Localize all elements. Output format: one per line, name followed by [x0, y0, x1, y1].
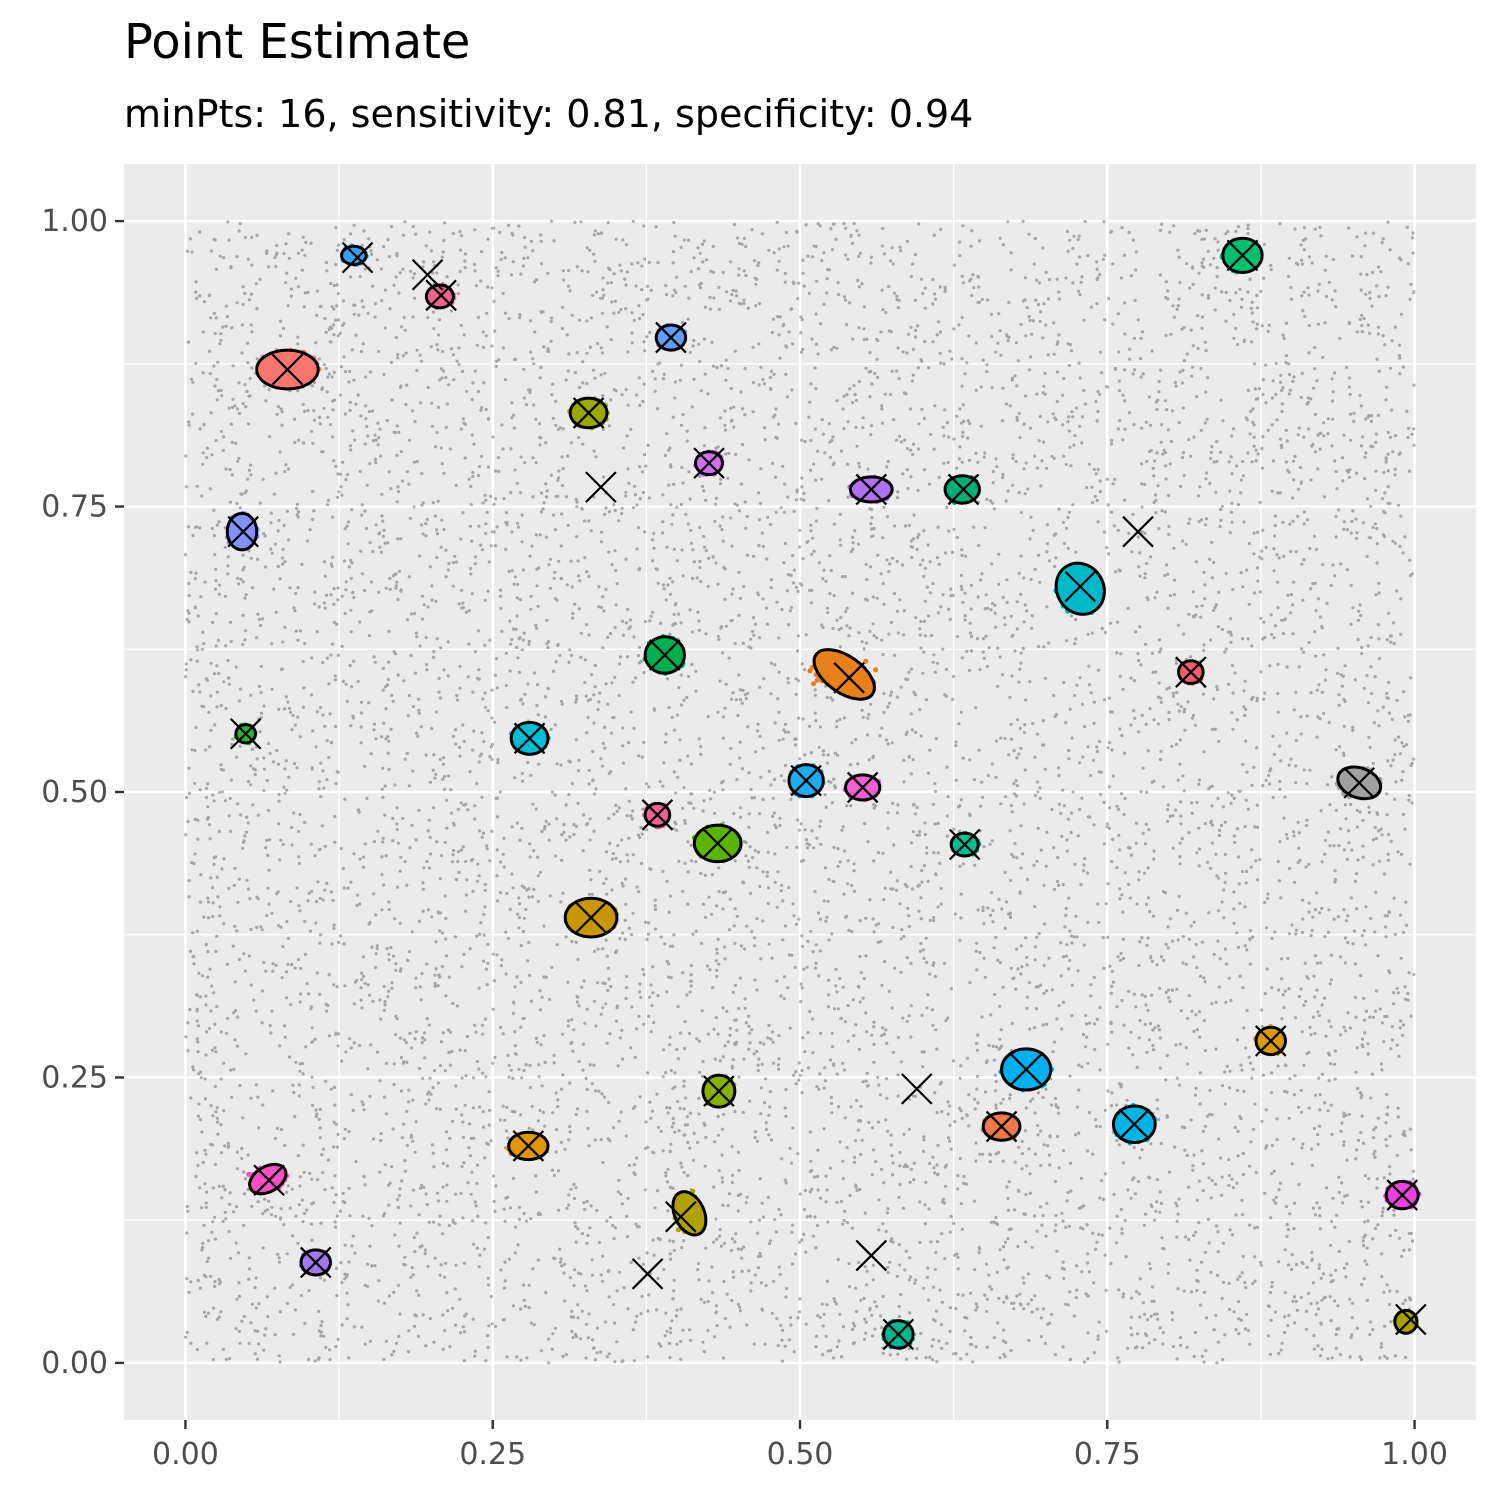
- cluster-ellipse: [1054, 561, 1106, 616]
- center-x-marker: [655, 321, 687, 354]
- center-x-marker: [790, 764, 822, 797]
- center-x-marker: [1386, 1179, 1419, 1211]
- chart-subtitle: minPts: 16, sensitivity: 0.81, specifici…: [124, 92, 974, 136]
- center-x-marker: [299, 1246, 332, 1279]
- y-tick-label: 1.00: [41, 204, 108, 239]
- center-x-marker: [585, 471, 617, 503]
- y-tick-label: 0.75: [41, 490, 108, 525]
- axes: 0.00 0.25 0.50 0.75 1.00 0.00 0.25 0.50 0.75 1.00: [41, 204, 1448, 1472]
- x-tick-label: 0.50: [767, 1437, 834, 1472]
- center-x-marker: [703, 1075, 735, 1107]
- center-x-marker: [575, 901, 607, 934]
- center-x-marker: [227, 515, 259, 548]
- cluster-ellipse: [671, 1190, 708, 1237]
- center-x-marker: [631, 1258, 664, 1290]
- center-x-marker: [1395, 1303, 1427, 1336]
- center-x-marker: [1118, 1108, 1151, 1141]
- center-x-marker: [512, 1130, 545, 1162]
- center-x-marker: [1064, 570, 1097, 603]
- center-x-marker: [649, 639, 681, 671]
- cluster-ellipse: [1393, 1308, 1419, 1335]
- center-x-marker: [513, 722, 546, 755]
- center-x-marker: [1254, 1025, 1287, 1057]
- cluster-point: [873, 667, 879, 673]
- center-x-marker: [411, 258, 444, 291]
- center-x-marker: [855, 1239, 888, 1272]
- y-tick-label: 0.25: [41, 1060, 108, 1095]
- y-tick-label: 0.50: [41, 775, 108, 810]
- center-x-marker: [948, 828, 981, 861]
- center-x-marker: [985, 1110, 1018, 1143]
- x-tick-label: 0.75: [1074, 1437, 1141, 1472]
- center-x-marker: [1010, 1053, 1042, 1086]
- center-x-marker: [833, 662, 865, 694]
- center-x-marker: [900, 1073, 933, 1105]
- cluster-point: [807, 668, 813, 674]
- center-x-marker: [882, 1318, 915, 1351]
- x-tick-label: 0.25: [459, 1437, 526, 1472]
- center-x-marker: [693, 447, 725, 479]
- noise-point-cloud: [183, 219, 1416, 1365]
- y-tick-label: 0.00: [41, 1346, 108, 1381]
- center-x-marker: [1343, 767, 1376, 799]
- center-x-marker: [341, 241, 374, 274]
- center-x-marker: [1122, 515, 1154, 548]
- center-x-marker: [855, 473, 888, 506]
- cluster-point: [810, 681, 817, 687]
- center-x-marker: [701, 827, 734, 860]
- cluster-point: [675, 1227, 682, 1233]
- center-x-marker: [425, 279, 457, 312]
- cluster-point: [863, 658, 869, 664]
- center-x-marker: [229, 717, 262, 750]
- cluster-point: [814, 677, 820, 683]
- x-tick-label: 0.00: [152, 1437, 219, 1472]
- center-x-marker: [271, 353, 304, 386]
- center-x-marker: [947, 473, 980, 506]
- center-x-marker: [665, 1200, 697, 1233]
- center-x-marker: [641, 799, 674, 831]
- x-tick-label: 1.00: [1381, 1437, 1448, 1472]
- chart-title: Point Estimate: [124, 14, 471, 70]
- cluster-point: [246, 1171, 252, 1177]
- center-x-marker: [1175, 656, 1207, 688]
- center-x-marker: [846, 771, 879, 804]
- center-x-marker: [572, 397, 605, 429]
- center-x-marker: [253, 1164, 285, 1196]
- center-x-marker: [1226, 239, 1259, 272]
- center-markers: [227, 239, 1427, 1351]
- noise-points: [183, 219, 1416, 1365]
